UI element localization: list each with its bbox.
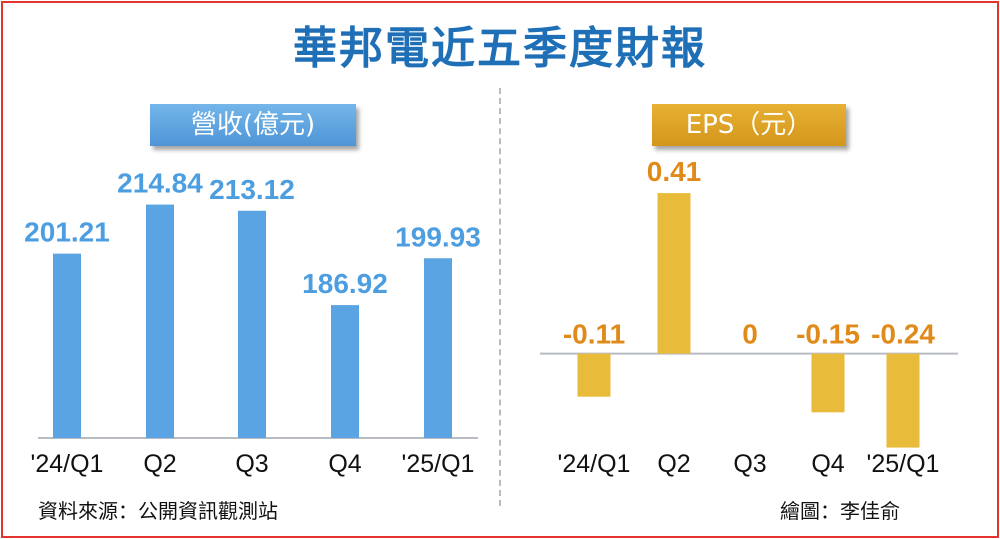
eps-bar [811,353,845,413]
eps-tick-label: Q3 [733,450,766,478]
revenue-tick-label: Q3 [235,450,268,478]
eps-data-label: -0.11 [563,319,625,350]
eps-data-label: 0.41 [647,156,702,187]
eps-data-label: -0.24 [871,319,935,350]
revenue-data-label: 201.21 [24,217,110,248]
revenue-bar [331,305,359,438]
revenue-bar [53,253,81,438]
eps-tick-label: '24/Q1 [558,450,631,478]
eps-data-label: 0 [742,319,758,350]
revenue-data-label: 186.92 [302,268,388,299]
revenue-bar [238,210,266,438]
revenue-tick-label: '25/Q1 [402,450,475,478]
page-title: 華邦電近五季度財報 [293,23,707,74]
revenue-tick-label: '24/Q1 [31,450,104,478]
eps-bar [886,353,920,448]
eps-chart-title: EPS（元） [652,104,846,146]
revenue-data-label: 214.84 [117,168,203,199]
revenue-data-label: 199.93 [395,221,481,252]
revenue-bar [146,204,174,438]
source-note: 資料來源：公開資訊觀測站 [38,499,278,523]
credit-note: 繪圖：李佳俞 [780,499,900,523]
revenue-bar [424,258,452,438]
eps-tick-label: Q2 [657,450,690,478]
revenue-data-label: 213.12 [209,174,295,205]
eps-data-label: -0.15 [796,319,860,350]
eps-tick-label: Q4 [811,450,844,478]
revenue-tick-label: Q2 [143,450,176,478]
eps-tick-label: '25/Q1 [867,450,940,478]
eps-bar [657,193,691,354]
eps-bar [577,353,611,397]
panel-divider [499,88,501,506]
revenue-tick-label: Q4 [328,450,361,478]
revenue-chart-title: 營收(億元) [150,104,356,146]
